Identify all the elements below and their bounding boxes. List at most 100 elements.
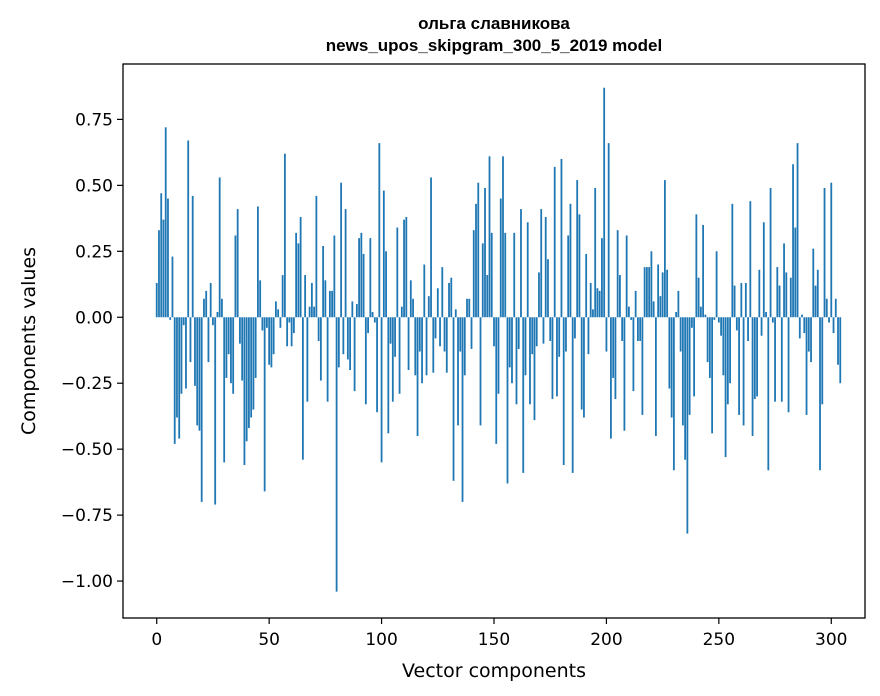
bar-252 bbox=[722, 317, 725, 376]
bar-4 bbox=[164, 127, 167, 318]
bar-89 bbox=[355, 304, 358, 318]
bar-80 bbox=[335, 317, 338, 592]
bar-231 bbox=[675, 311, 678, 318]
bar-3 bbox=[162, 219, 165, 318]
bar-69 bbox=[310, 282, 313, 318]
bar-226 bbox=[663, 180, 666, 318]
bar-187 bbox=[576, 180, 579, 318]
bar-198 bbox=[601, 238, 603, 318]
bar-58 bbox=[286, 317, 289, 347]
bar-161 bbox=[517, 317, 520, 349]
bar-194 bbox=[592, 309, 594, 318]
bar-302 bbox=[834, 298, 837, 318]
bar-57 bbox=[283, 153, 286, 318]
y-tick-label-4: 0.00 bbox=[75, 308, 113, 328]
bar-45 bbox=[257, 206, 259, 318]
bar-64 bbox=[299, 217, 302, 318]
bar-295 bbox=[819, 317, 821, 471]
bar-192 bbox=[587, 317, 590, 355]
bar-224 bbox=[659, 296, 662, 318]
bar-291 bbox=[810, 317, 812, 363]
y-tick-label-2: −0.50 bbox=[61, 440, 113, 460]
bar-26 bbox=[214, 317, 217, 505]
bar-204 bbox=[614, 317, 617, 400]
bar-139 bbox=[468, 298, 471, 318]
bar-136 bbox=[461, 317, 464, 502]
bar-16 bbox=[191, 195, 194, 318]
bar-288 bbox=[803, 317, 806, 334]
bar-151 bbox=[495, 317, 498, 444]
bar-172 bbox=[542, 317, 545, 344]
bar-122 bbox=[430, 177, 432, 318]
bar-138 bbox=[466, 298, 468, 318]
bar-241 bbox=[697, 277, 700, 318]
bar-301 bbox=[832, 317, 835, 334]
bar-261 bbox=[742, 317, 745, 426]
bar-114 bbox=[412, 298, 414, 318]
bar-133 bbox=[454, 309, 457, 318]
bar-173 bbox=[544, 217, 547, 318]
bar-159 bbox=[513, 232, 516, 318]
bar-141 bbox=[472, 230, 475, 318]
bar-281 bbox=[787, 317, 790, 413]
bar-236 bbox=[686, 317, 689, 534]
x-tick-label-0: 0 bbox=[151, 630, 162, 650]
bar-31 bbox=[225, 317, 228, 378]
bar-24 bbox=[209, 282, 212, 318]
bar-260 bbox=[740, 282, 743, 318]
bar-20 bbox=[200, 317, 203, 502]
bar-267 bbox=[756, 317, 758, 397]
bar-44 bbox=[254, 317, 257, 378]
bar-70 bbox=[313, 306, 316, 318]
y-axis-ticks: −1.00 −0.75 −0.50 −0.25 0.00 0.25 0.50 0.75 bbox=[61, 110, 123, 592]
bar-9 bbox=[176, 317, 178, 418]
bar-71 bbox=[315, 195, 318, 318]
bar-239 bbox=[693, 317, 696, 397]
bar-39 bbox=[243, 317, 246, 465]
bar-155 bbox=[504, 232, 507, 318]
bar-276 bbox=[776, 267, 779, 318]
bar-30 bbox=[223, 317, 226, 463]
bar-104 bbox=[389, 317, 392, 344]
bar-269 bbox=[760, 317, 763, 336]
bar-142 bbox=[475, 203, 477, 318]
bar-5 bbox=[167, 198, 169, 318]
bar-130 bbox=[448, 282, 450, 318]
y-tick-label-6: 0.50 bbox=[75, 176, 113, 196]
bar-258 bbox=[735, 317, 738, 331]
bar-249 bbox=[715, 251, 718, 318]
bar-8 bbox=[173, 317, 176, 444]
bar-126 bbox=[439, 317, 441, 347]
x-tick-label-250: 250 bbox=[703, 630, 735, 650]
bar-55 bbox=[279, 317, 282, 328]
bar-33 bbox=[230, 317, 232, 384]
bar-164 bbox=[524, 317, 527, 376]
bar-127 bbox=[441, 267, 444, 318]
bar-220 bbox=[650, 251, 653, 318]
bar-48 bbox=[263, 317, 266, 492]
bar-266 bbox=[753, 317, 756, 400]
y-tick-label-5: 0.25 bbox=[75, 242, 113, 262]
bar-154 bbox=[502, 156, 504, 318]
bar-201 bbox=[607, 143, 610, 318]
bar-38 bbox=[241, 317, 244, 381]
bar-125 bbox=[436, 288, 439, 318]
bar-51 bbox=[270, 317, 273, 368]
bar-75 bbox=[324, 280, 327, 318]
bar-268 bbox=[758, 269, 761, 318]
bar-137 bbox=[463, 317, 466, 376]
bar-112 bbox=[407, 317, 410, 371]
x-tick-label-300: 300 bbox=[815, 630, 847, 650]
bar-78 bbox=[331, 290, 334, 318]
bar-202 bbox=[610, 317, 612, 439]
bar-93 bbox=[364, 317, 367, 405]
bar-0 bbox=[155, 282, 158, 318]
bar-134 bbox=[457, 317, 459, 426]
bar-292 bbox=[812, 248, 815, 318]
bar-234 bbox=[681, 317, 684, 426]
bar-18 bbox=[196, 317, 199, 426]
bar-275 bbox=[774, 317, 776, 402]
bar-245 bbox=[706, 317, 709, 363]
bar-109 bbox=[400, 306, 403, 318]
bar-278 bbox=[780, 317, 783, 402]
